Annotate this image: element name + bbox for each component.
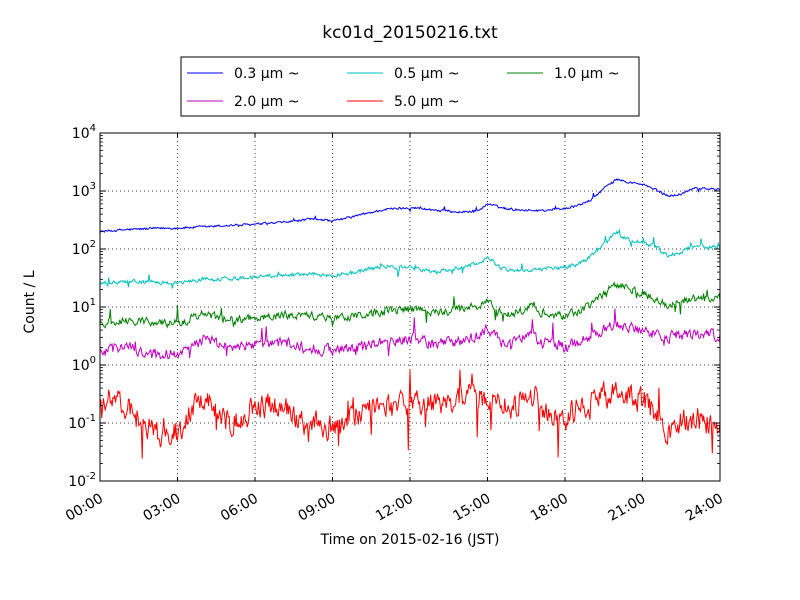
series-line — [99, 228, 721, 289]
x-tick-label: 06:00 — [218, 491, 261, 525]
legend-entry: 1.0 μm ~ — [554, 66, 619, 82]
y-tick-label: 10-2 — [68, 471, 96, 490]
chart-title: kc01d_20150216.txt — [322, 23, 498, 43]
x-axis-label: Time on 2015-02-16 (JST) — [320, 532, 500, 548]
series-line — [99, 178, 721, 233]
y-tick-label: 104 — [72, 123, 96, 142]
legend-entry: 0.3 μm ~ — [234, 66, 299, 82]
x-tick-label: 24:00 — [683, 491, 726, 525]
x-tick-label: 12:00 — [373, 491, 416, 525]
series-line — [99, 280, 721, 329]
legend-frame — [180, 56, 640, 117]
y-tick-label: 102 — [72, 239, 96, 258]
y-axis-label: Count / L — [22, 270, 38, 333]
x-tick-label: 15:00 — [451, 491, 494, 525]
y-tick-label: 100 — [72, 355, 96, 374]
y-tick-label: 10-1 — [68, 413, 96, 432]
x-tick-label: 09:00 — [296, 491, 339, 525]
grid — [100, 133, 720, 481]
legend-entry: 2.0 μm ~ — [234, 94, 299, 110]
y-tick-label: 103 — [72, 181, 96, 200]
series-layer — [99, 178, 721, 459]
x-tick-label: 21:00 — [606, 491, 649, 525]
legend-entry: 5.0 μm ~ — [394, 94, 459, 110]
series-line — [99, 308, 721, 360]
legend-entry: 0.5 μm ~ — [394, 66, 459, 82]
series-line — [99, 369, 721, 459]
x-tick-label: 00:00 — [63, 491, 106, 525]
x-tick-label: 03:00 — [141, 491, 184, 525]
x-tick-label: 18:00 — [528, 491, 571, 525]
y-tick-label: 101 — [72, 297, 96, 316]
legend: 0.3 μm ~ 0.5 μm ~ 1.0 μm ~ 2.0 μm ~ 5.0 μm ~ — [180, 56, 640, 117]
